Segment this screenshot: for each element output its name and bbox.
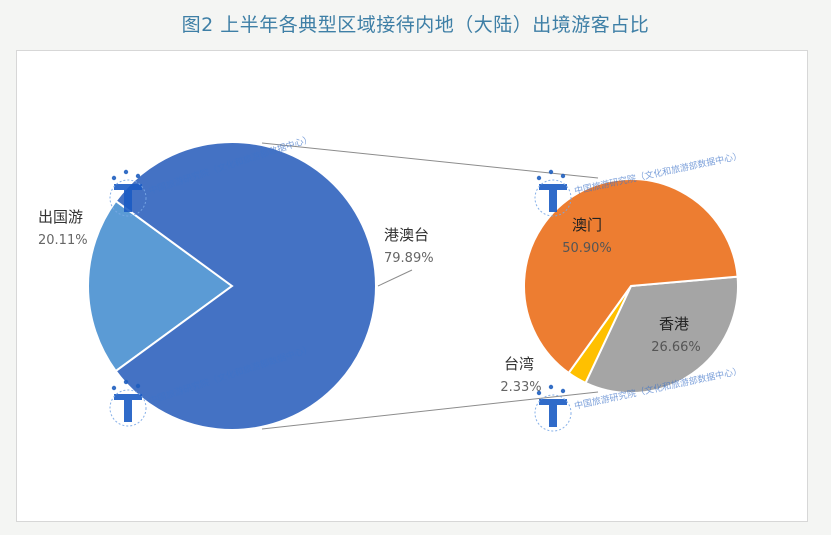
watermark-star-2: [135, 383, 141, 389]
watermark-star-2: [560, 388, 566, 394]
label-taiwan: 台湾: [504, 355, 534, 373]
watermark-star-0: [111, 385, 117, 391]
main-pie: [87, 141, 377, 431]
label-outbound: 出国游: [38, 208, 83, 226]
watermark-star-2: [135, 173, 141, 179]
leader-line: [377, 269, 413, 287]
watermark-star-1: [123, 169, 129, 175]
watermark-ring: [109, 179, 147, 217]
sub-pie: [523, 178, 739, 394]
data-labels: 出国游 20.11% 港澳台 79.89% 澳门 50.90% 香港 26.66% 台湾 2.33…: [38, 208, 701, 395]
value-hongkong: 26.66%: [651, 340, 701, 355]
watermark-logo-stem: [549, 399, 557, 427]
watermark-logo-stem: [124, 394, 132, 422]
label-hk-macau-taiwan: 港澳台: [384, 226, 429, 244]
watermark-ring: [534, 394, 572, 432]
watermark-star-0: [536, 175, 542, 181]
watermark-star-0: [111, 175, 117, 181]
value-hk-macau-taiwan: 79.89%: [384, 251, 434, 266]
chart-title: 图2 上半年各典型区域接待内地（大陆）出境游客占比: [181, 14, 650, 36]
watermark-star-1: [548, 384, 554, 390]
connector-top: [261, 142, 599, 179]
watermark-logo-stem: [549, 184, 557, 212]
slice-hk-macau-taiwan: [114, 141, 377, 431]
value-taiwan: 2.33%: [500, 380, 541, 395]
value-outbound: 20.11%: [38, 233, 88, 248]
label-hongkong: 香港: [659, 315, 689, 333]
sub-slice-hongkong: [584, 275, 739, 394]
slice-outbound: [87, 199, 234, 373]
watermark-star-0: [536, 390, 542, 396]
watermark-ring: [534, 179, 572, 217]
watermark-star-1: [123, 379, 129, 385]
sub-slice-macau: [523, 178, 739, 375]
label-macau: 澳门: [572, 216, 602, 234]
watermark-star-2: [560, 173, 566, 179]
watermark-star-1: [548, 169, 554, 175]
watermark-logo-stem: [124, 184, 132, 212]
value-macau: 50.90%: [562, 241, 612, 256]
watermark-ring: [109, 389, 147, 427]
